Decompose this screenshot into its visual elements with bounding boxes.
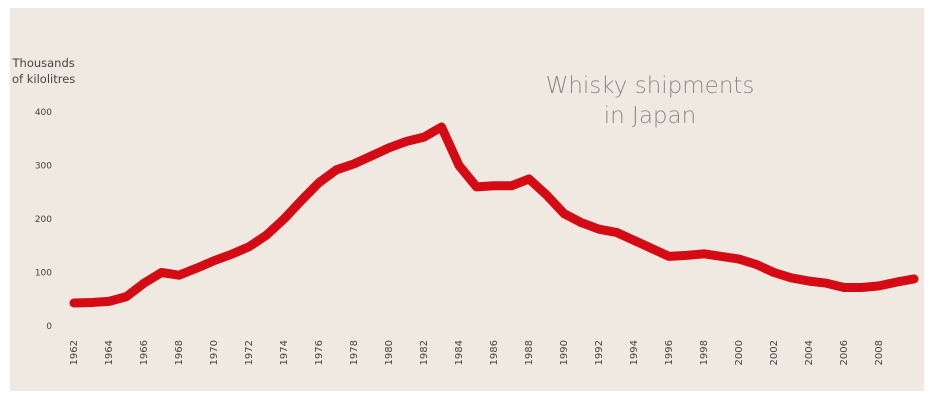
x-tick-label-2004: 2004 (804, 340, 815, 365)
x-tick-label-2000: 2000 (734, 340, 745, 365)
data-point-1964 (106, 298, 112, 305)
data-point-2001 (753, 261, 760, 268)
data-point-1967 (158, 269, 165, 276)
y-axis-label: Thousands of kilolitres (12, 55, 75, 87)
data-point-1992 (596, 226, 602, 233)
y-tick-label-0: 0 (46, 322, 52, 332)
chart-title-line-1: Whisky shipments (545, 73, 755, 99)
data-point-1978 (351, 160, 357, 167)
chart-panel (10, 8, 924, 391)
x-tick-label-1986: 1986 (489, 340, 500, 365)
data-point-1988 (526, 175, 532, 182)
data-point-1991 (578, 219, 585, 226)
data-point-1996 (666, 253, 672, 260)
y-axis-label-line-2: of kilolitres (12, 72, 76, 86)
x-tick-label-1966: 1966 (139, 340, 150, 365)
data-point-1999 (718, 253, 725, 260)
data-point-1970 (211, 257, 217, 264)
data-point-1963 (88, 299, 95, 306)
data-point-1987 (508, 182, 515, 189)
data-point-2003 (788, 274, 795, 281)
y-axis-label-line-1: Thousands (12, 56, 75, 70)
y-tick-label-300: 300 (35, 162, 52, 172)
data-point-1977 (333, 166, 340, 173)
x-tick-label-1962: 1962 (69, 340, 80, 365)
data-point-1985 (473, 183, 480, 190)
data-point-1980 (386, 144, 392, 151)
data-point-1997 (683, 252, 690, 259)
x-tick-label-1972: 1972 (244, 340, 255, 365)
data-point-2009 (893, 279, 900, 286)
data-point-1974 (281, 216, 287, 222)
x-tick-label-1974: 1974 (279, 340, 290, 365)
y-tick-label-100: 100 (35, 269, 52, 279)
x-tick-label-1982: 1982 (419, 340, 430, 365)
data-point-1995 (648, 245, 655, 252)
data-point-1976 (316, 179, 322, 186)
x-tick-label-1968: 1968 (174, 340, 185, 365)
data-point-1986 (491, 182, 497, 189)
series-line-whisky-shipments (69, 122, 919, 308)
data-point-2008 (876, 282, 882, 289)
data-point-1982 (421, 134, 427, 141)
data-point-2010 (911, 275, 917, 282)
chart-title-line-2: in Japan (603, 103, 697, 129)
data-point-1969 (193, 265, 200, 272)
data-point-1971 (228, 251, 235, 258)
data-point-1984 (456, 162, 462, 169)
chart-title: Whisky shipments in Japan (530, 71, 770, 131)
data-point-2000 (736, 256, 742, 263)
data-point-1993 (613, 229, 620, 236)
x-tick-label-1996: 1996 (664, 340, 675, 365)
x-tick-label-1978: 1978 (349, 340, 360, 365)
x-tick-label-1976: 1976 (314, 340, 325, 365)
data-point-1968 (176, 272, 182, 279)
y-tick-label-400: 400 (35, 108, 52, 118)
x-tick-label-1998: 1998 (699, 340, 710, 365)
data-point-1990 (561, 210, 567, 217)
data-point-1965 (123, 293, 130, 300)
data-point-2005 (823, 280, 830, 287)
y-tick-label-200: 200 (35, 215, 52, 225)
x-tick-label-2008: 2008 (874, 340, 885, 365)
data-point-1983 (438, 124, 445, 130)
x-tick-label-1992: 1992 (594, 340, 605, 365)
data-point-1962 (71, 300, 77, 306)
data-point-1979 (368, 152, 375, 159)
x-tick-label-1980: 1980 (384, 340, 395, 365)
data-point-1975 (298, 197, 305, 204)
data-point-1994 (631, 237, 637, 244)
x-tick-label-1990: 1990 (559, 340, 570, 365)
data-point-2007 (858, 284, 865, 291)
data-point-1989 (543, 191, 550, 198)
x-tick-label-1984: 1984 (454, 340, 465, 365)
data-point-1981 (403, 138, 410, 145)
data-point-2002 (771, 269, 777, 276)
x-tick-label-2006: 2006 (839, 340, 850, 365)
x-tick-label-2002: 2002 (769, 340, 780, 365)
data-point-1972 (246, 243, 252, 250)
x-tick-label-1988: 1988 (524, 340, 535, 365)
data-point-2006 (841, 284, 847, 291)
data-point-2004 (806, 278, 812, 285)
data-point-1998 (701, 250, 707, 257)
data-point-1973 (263, 232, 270, 239)
x-tick-label-1964: 1964 (104, 340, 115, 365)
x-tick-label-1994: 1994 (629, 340, 640, 365)
x-tick-label-1970: 1970 (209, 340, 220, 365)
data-point-1966 (141, 280, 147, 287)
